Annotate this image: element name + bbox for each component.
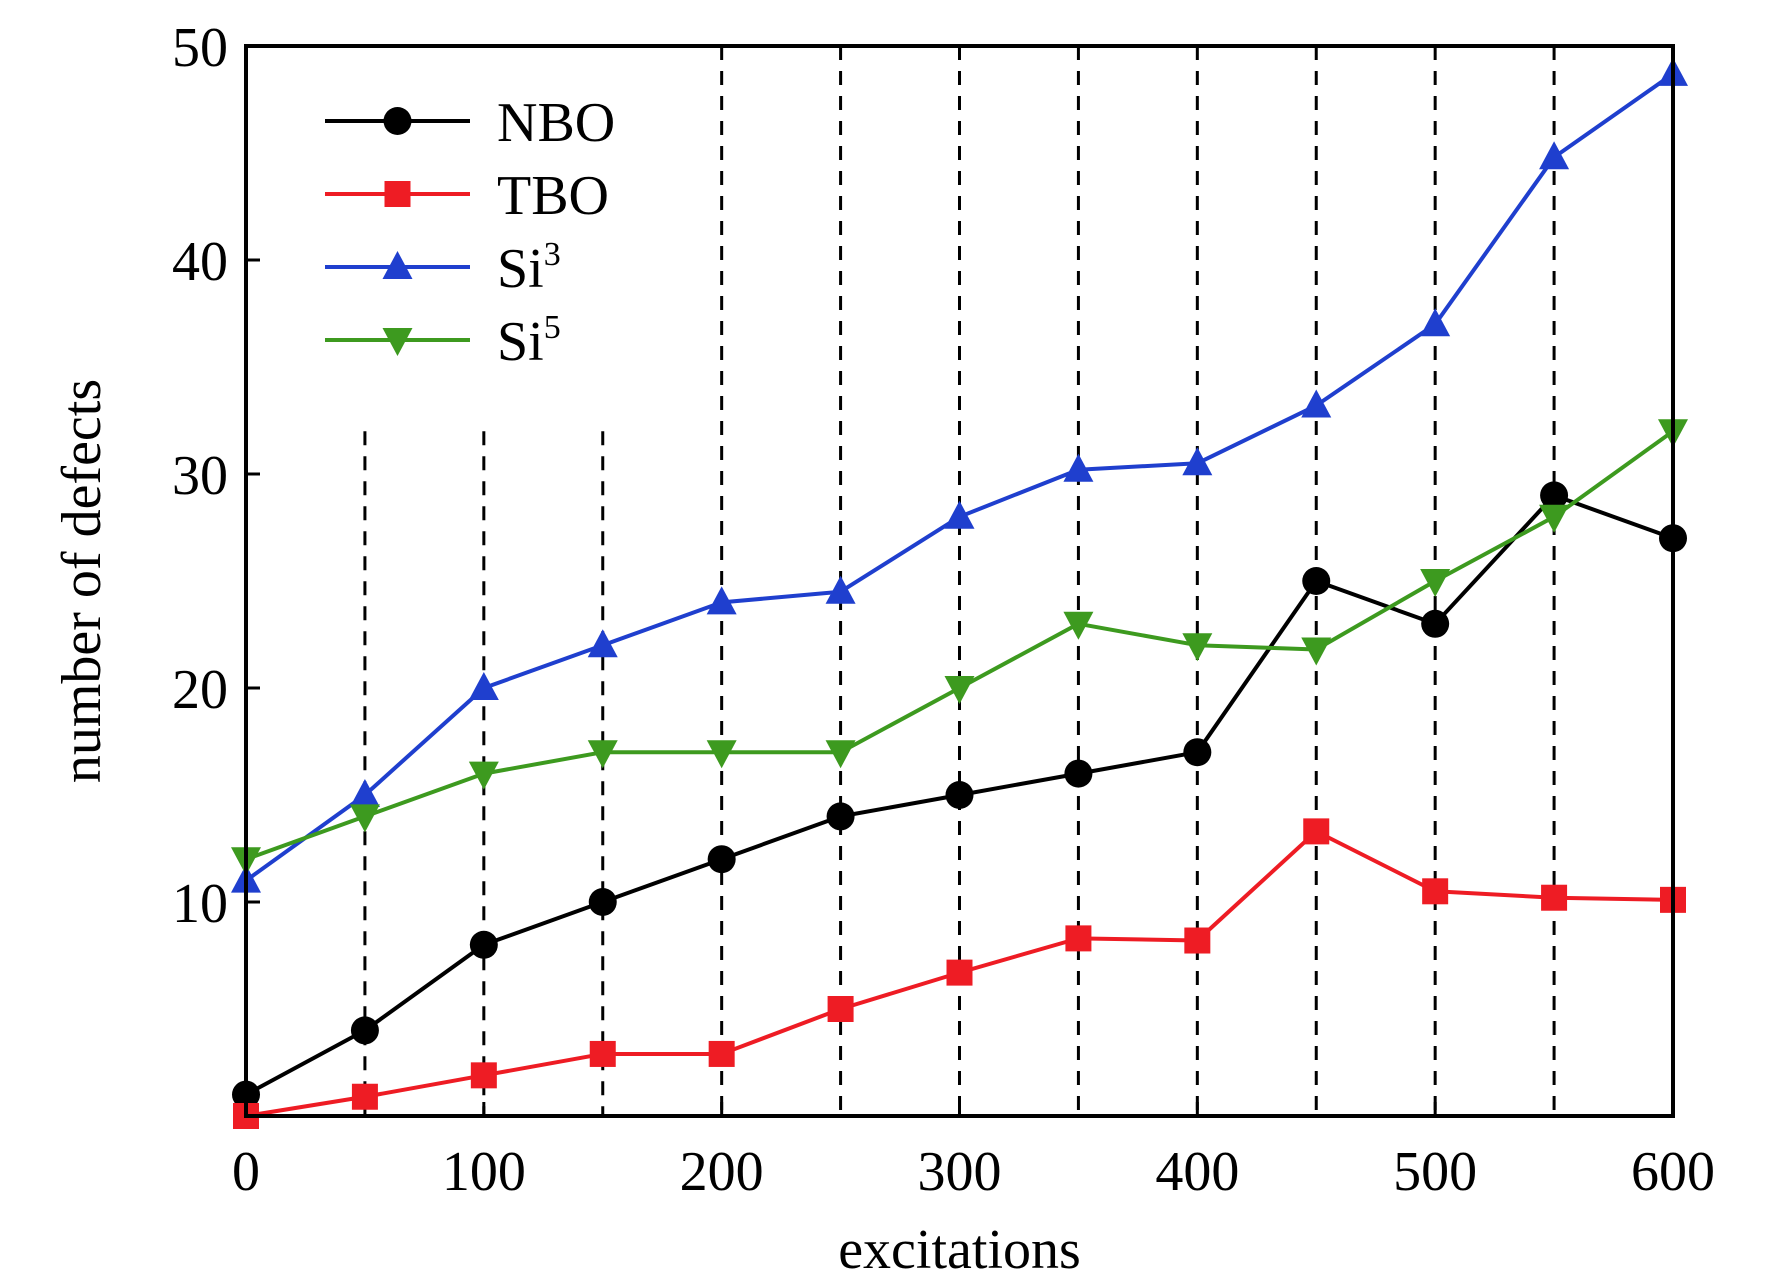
y-axis-ticks: 10 20 30 40 50	[172, 17, 260, 935]
legend-item-si3: Si3	[325, 236, 561, 300]
point-tbo-8	[1184, 927, 1211, 954]
legend: NBO TBO Si3 Si5	[325, 92, 615, 373]
point-si3-8	[1182, 447, 1213, 476]
point-si5-10	[1420, 569, 1451, 597]
point-tbo-7	[1065, 925, 1092, 952]
y-tick-label-2: 30	[172, 445, 228, 507]
point-tbo-4	[708, 1040, 735, 1067]
point-si3-2	[468, 672, 499, 700]
point-si3-7	[1063, 453, 1094, 482]
x-tick-label-5: 500	[1393, 1141, 1477, 1203]
y-tick-label-1: 20	[172, 659, 228, 721]
point-nbo-11	[1540, 481, 1569, 510]
legend-item-nbo: NBO	[325, 92, 615, 154]
y-tick-label-3: 40	[172, 231, 228, 293]
point-si5-1	[349, 804, 380, 833]
point-nbo-10	[1421, 609, 1450, 638]
legend-item-tbo: TBO	[325, 165, 609, 227]
point-si3-5	[825, 575, 856, 604]
point-si5-4	[706, 740, 737, 769]
point-nbo-7	[1064, 759, 1093, 788]
legend-marker-si3	[382, 251, 413, 279]
point-tbo-1	[351, 1083, 378, 1110]
legend-label-si5: Si5	[497, 309, 561, 373]
x-tick-label-2: 200	[680, 1141, 764, 1203]
point-nbo-3	[588, 888, 617, 916]
y-tick-label-0: 10	[172, 873, 228, 935]
point-nbo-8	[1183, 738, 1212, 767]
point-si3-3	[587, 629, 618, 658]
legend-label-nbo: NBO	[497, 92, 615, 154]
x-tick-label-6: 600	[1631, 1141, 1715, 1203]
point-si3-9	[1301, 389, 1332, 418]
x-tick-label-0: 0	[232, 1141, 260, 1203]
point-si5-5	[825, 740, 856, 769]
point-nbo-1	[350, 1016, 379, 1045]
point-si3-11	[1539, 141, 1570, 170]
point-si5-11	[1539, 504, 1570, 533]
legend-item-si5: Si5	[325, 309, 561, 373]
point-tbo-2	[470, 1062, 497, 1089]
point-tbo-6	[946, 959, 973, 986]
x-axis-label: excitations	[838, 1219, 1081, 1281]
legend-marker-tbo	[384, 181, 411, 207]
point-nbo-5	[826, 802, 855, 831]
x-tick-label-3: 300	[918, 1141, 1002, 1203]
point-si5-2	[468, 761, 499, 790]
point-si3-6	[944, 500, 975, 529]
point-tbo-11	[1541, 884, 1568, 911]
point-si5-7	[1063, 611, 1094, 640]
point-si5-8	[1182, 633, 1213, 662]
legend-marker-nbo	[383, 107, 412, 135]
point-nbo-9	[1302, 567, 1331, 595]
y-tick-label-4: 50	[172, 17, 228, 79]
point-tbo-3	[589, 1040, 616, 1067]
y-axis-label: number of defects	[51, 379, 113, 783]
point-si3-10	[1420, 308, 1451, 337]
legend-label-si3: Si3	[497, 236, 561, 300]
point-si5-9	[1301, 637, 1332, 666]
legend-label-tbo: TBO	[497, 165, 609, 227]
point-si5-3	[587, 740, 618, 769]
point-tbo-9	[1303, 818, 1330, 845]
x-tick-label-1: 100	[442, 1141, 526, 1203]
point-si3-4	[706, 586, 737, 615]
point-tbo-5	[827, 996, 854, 1022]
point-si5-6	[944, 676, 975, 704]
point-nbo-2	[469, 930, 498, 959]
point-tbo-10	[1422, 878, 1449, 905]
point-si3-1	[349, 779, 380, 807]
x-axis-ticks: 0 100 200 300 400 500 600	[232, 1102, 1715, 1203]
legend-marker-si5	[382, 328, 413, 356]
series-markers	[231, 57, 1688, 1129]
x-tick-label-4: 400	[1155, 1141, 1239, 1203]
point-nbo-6	[945, 781, 974, 809]
point-nbo-4	[707, 845, 736, 874]
